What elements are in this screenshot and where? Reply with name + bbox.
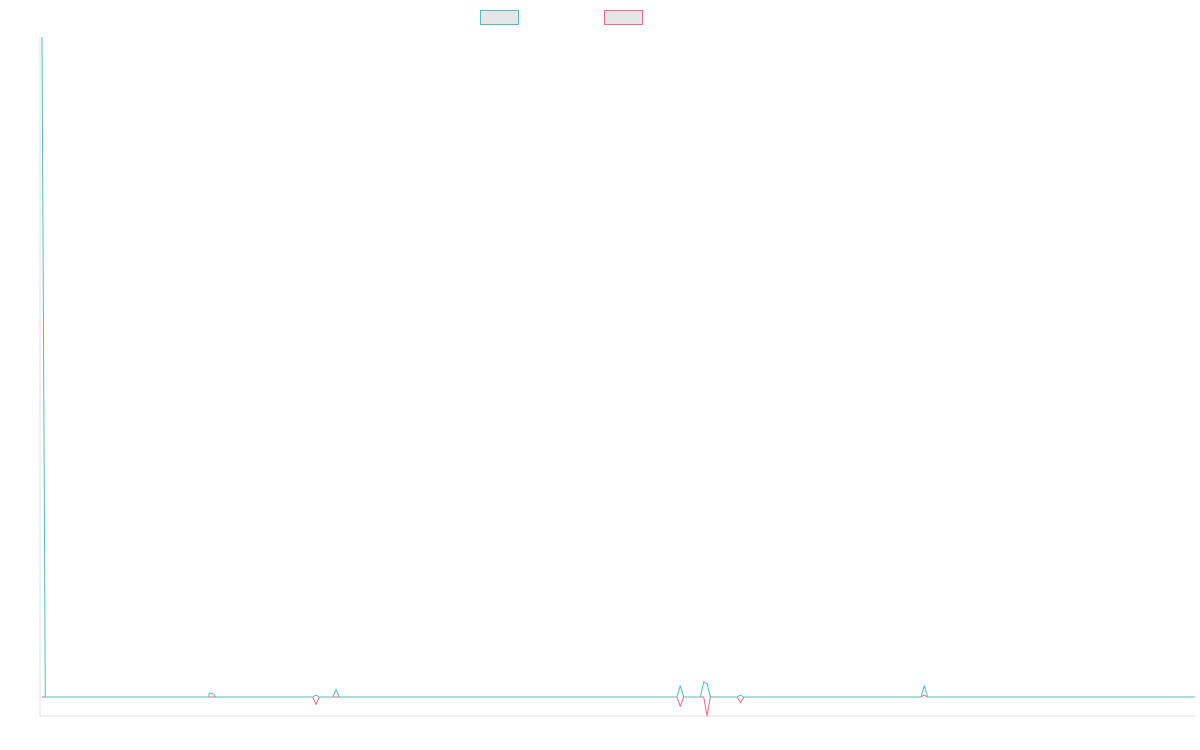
series-line-1 [41, 36, 1195, 698]
series-layer [41, 36, 1195, 717]
legend-swatch-series-2 [604, 10, 643, 25]
legend-item-series-2[interactable] [604, 9, 649, 26]
legend [0, 9, 1200, 27]
legend-item-series-1[interactable] [480, 9, 525, 26]
legend-swatch-series-1 [480, 10, 519, 25]
series-line-2 [42, 694, 1195, 717]
